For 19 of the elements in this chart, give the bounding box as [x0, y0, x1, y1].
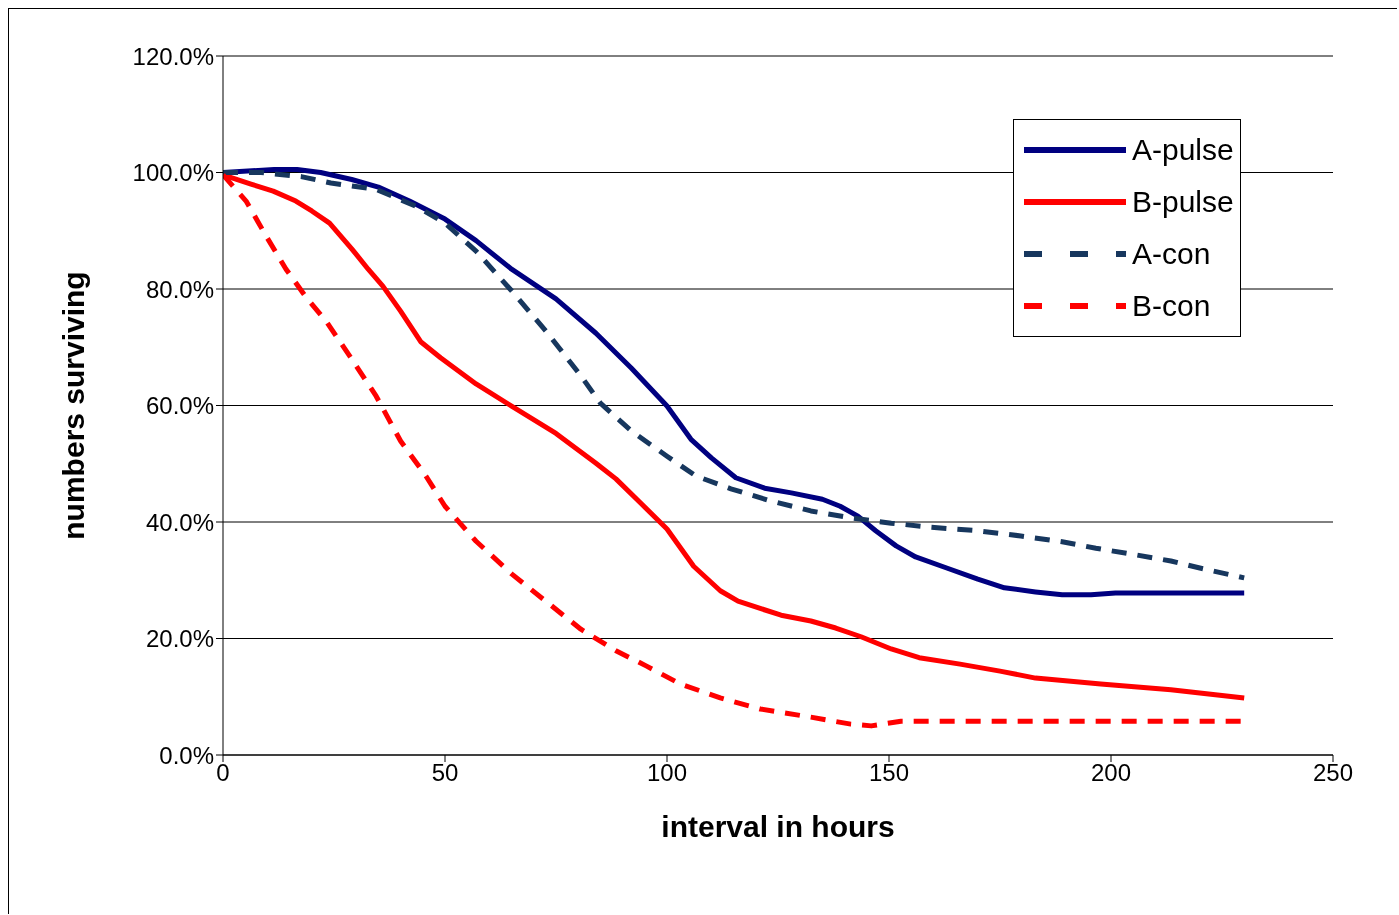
y-tick-label: 100.0%: [132, 159, 214, 187]
y-tick-label: 80.0%: [145, 275, 214, 303]
y-tick-label: 120.0%: [132, 42, 214, 70]
legend-label: A-pulse: [1132, 133, 1234, 167]
x-tick-label: 100: [646, 759, 688, 787]
legend-label: B-con: [1132, 289, 1211, 323]
legend-label: B-pulse: [1132, 185, 1234, 219]
y-tick-label: 0.0%: [159, 741, 214, 769]
y-tick-label: 20.0%: [145, 625, 214, 653]
x-tick-label: 250: [1312, 759, 1354, 787]
y-tick-label: 60.0%: [145, 392, 214, 420]
x-tick-label: 150: [868, 759, 910, 787]
y-axis-title: numbers surviving: [56, 271, 90, 540]
x-tick-label: 200: [1090, 759, 1132, 787]
x-axis-title: interval in hours: [661, 810, 895, 843]
x-tick-label: 50: [431, 759, 459, 787]
y-tick-label: 40.0%: [145, 508, 214, 536]
legend-label: A-con: [1132, 237, 1211, 271]
x-tick-label: 0: [216, 759, 230, 787]
